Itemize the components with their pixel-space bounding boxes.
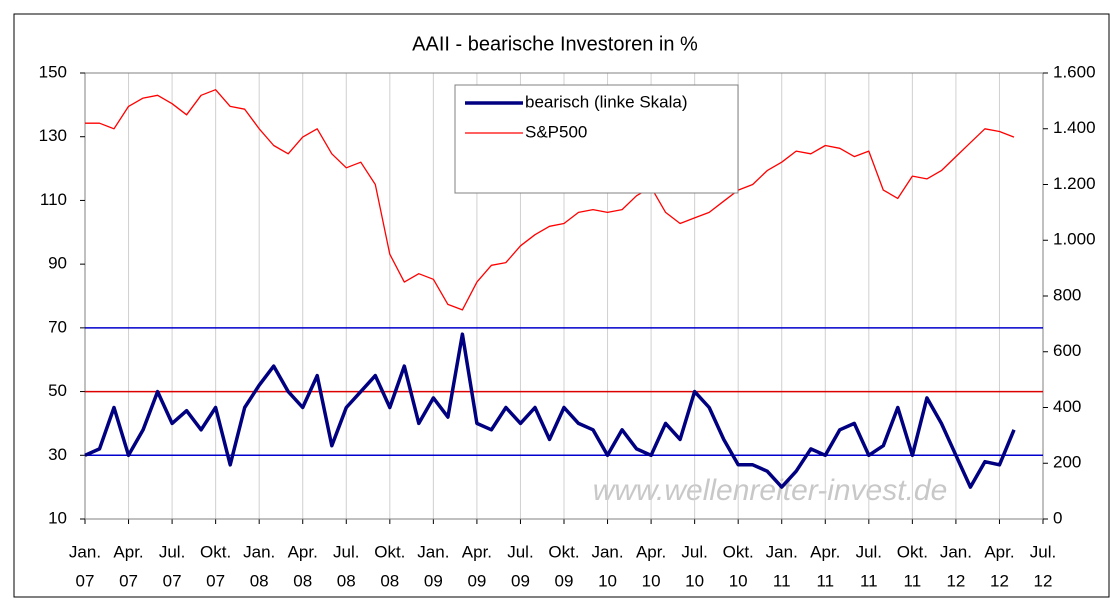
x-tick-label: Apr. xyxy=(462,542,492,561)
x-tick-label: Okt. xyxy=(200,542,231,561)
x-tick-label: Jul. xyxy=(333,542,359,561)
x-tick-label: 12 xyxy=(946,571,965,590)
x-tick-label: 12 xyxy=(990,571,1009,590)
x-tick-label: Jan. xyxy=(417,542,449,561)
x-tick-label: Apr. xyxy=(288,542,318,561)
x-tick-label: Apr. xyxy=(984,542,1014,561)
x-tick-label: Apr. xyxy=(636,542,666,561)
y-tick-label: 50 xyxy=(48,381,67,400)
x-tick-label: Apr. xyxy=(810,542,840,561)
series-line xyxy=(85,89,1015,311)
y-tick-label: 110 xyxy=(40,190,67,209)
y-tick-label: 30 xyxy=(48,445,67,464)
x-tick-label: Okt. xyxy=(548,542,579,561)
y2-tick-label: 200 xyxy=(1053,453,1081,472)
y-tick-label: 70 xyxy=(48,317,67,336)
x-tick-label: 11 xyxy=(904,571,922,590)
y2-tick-label: 1.000 xyxy=(1053,230,1096,249)
x-tick-label: 11 xyxy=(773,571,791,590)
x-tick-label: Okt. xyxy=(374,542,405,561)
y2-tick-label: 800 xyxy=(1053,285,1081,304)
legend-label: bearisch (linke Skala) xyxy=(525,92,688,111)
x-tick-label: Jul. xyxy=(1030,542,1056,561)
x-tick-label: 11 xyxy=(860,571,878,590)
x-tick-label: Jan. xyxy=(243,542,275,561)
x-tick-label: Jul. xyxy=(856,542,882,561)
x-tick-label: 12 xyxy=(1034,571,1053,590)
x-tick-label: 08 xyxy=(337,571,356,590)
y2-tick-label: 1.600 xyxy=(1053,62,1096,81)
x-tick-label: 10 xyxy=(685,571,704,590)
x-tick-label: 11 xyxy=(816,571,834,590)
x-tick-label: 07 xyxy=(119,571,138,590)
x-tick-label: Okt. xyxy=(897,542,928,561)
x-tick-label: Apr. xyxy=(113,542,143,561)
watermark: www.wellenreiter-invest.de xyxy=(593,474,948,507)
y2-tick-label: 600 xyxy=(1053,341,1081,360)
series-line xyxy=(84,332,1016,489)
x-tick-label: Jul. xyxy=(159,542,185,561)
x-tick-label: Jul. xyxy=(681,542,707,561)
x-tick-label: 10 xyxy=(729,571,748,590)
x-tick-label: 10 xyxy=(642,571,661,590)
x-tick-label: Jan. xyxy=(766,542,798,561)
x-tick-label: Jan. xyxy=(591,542,623,561)
x-tick-label: 07 xyxy=(206,571,225,590)
x-tick-label: 09 xyxy=(511,571,530,590)
y2-tick-label: 400 xyxy=(1053,397,1081,416)
x-tick-label: Jan. xyxy=(69,542,101,561)
y2-tick-label: 0 xyxy=(1053,508,1062,527)
y2-tick-label: 1.400 xyxy=(1053,118,1096,137)
x-tick-label: 08 xyxy=(380,571,399,590)
x-tick-label: 07 xyxy=(76,571,95,590)
x-tick-label: 09 xyxy=(424,571,443,590)
x-tick-label: Jan. xyxy=(940,542,972,561)
x-tick-label: Okt. xyxy=(723,542,754,561)
x-tick-label: 10 xyxy=(598,571,617,590)
y-tick-label: 10 xyxy=(48,508,67,527)
legend-label: S&P500 xyxy=(525,122,587,141)
x-tick-label: 09 xyxy=(467,571,486,590)
x-tick-label: Jul. xyxy=(507,542,533,561)
y-tick-label: 150 xyxy=(39,62,67,81)
y-tick-label: 130 xyxy=(39,126,67,145)
x-tick-label: 09 xyxy=(555,571,574,590)
chart-title: AAII - bearische Investoren in % xyxy=(412,33,698,55)
y-tick-label: 90 xyxy=(48,254,67,273)
x-tick-label: 08 xyxy=(250,571,269,590)
x-tick-label: 08 xyxy=(293,571,312,590)
y2-tick-label: 1.200 xyxy=(1053,174,1096,193)
x-tick-label: 07 xyxy=(163,571,182,590)
